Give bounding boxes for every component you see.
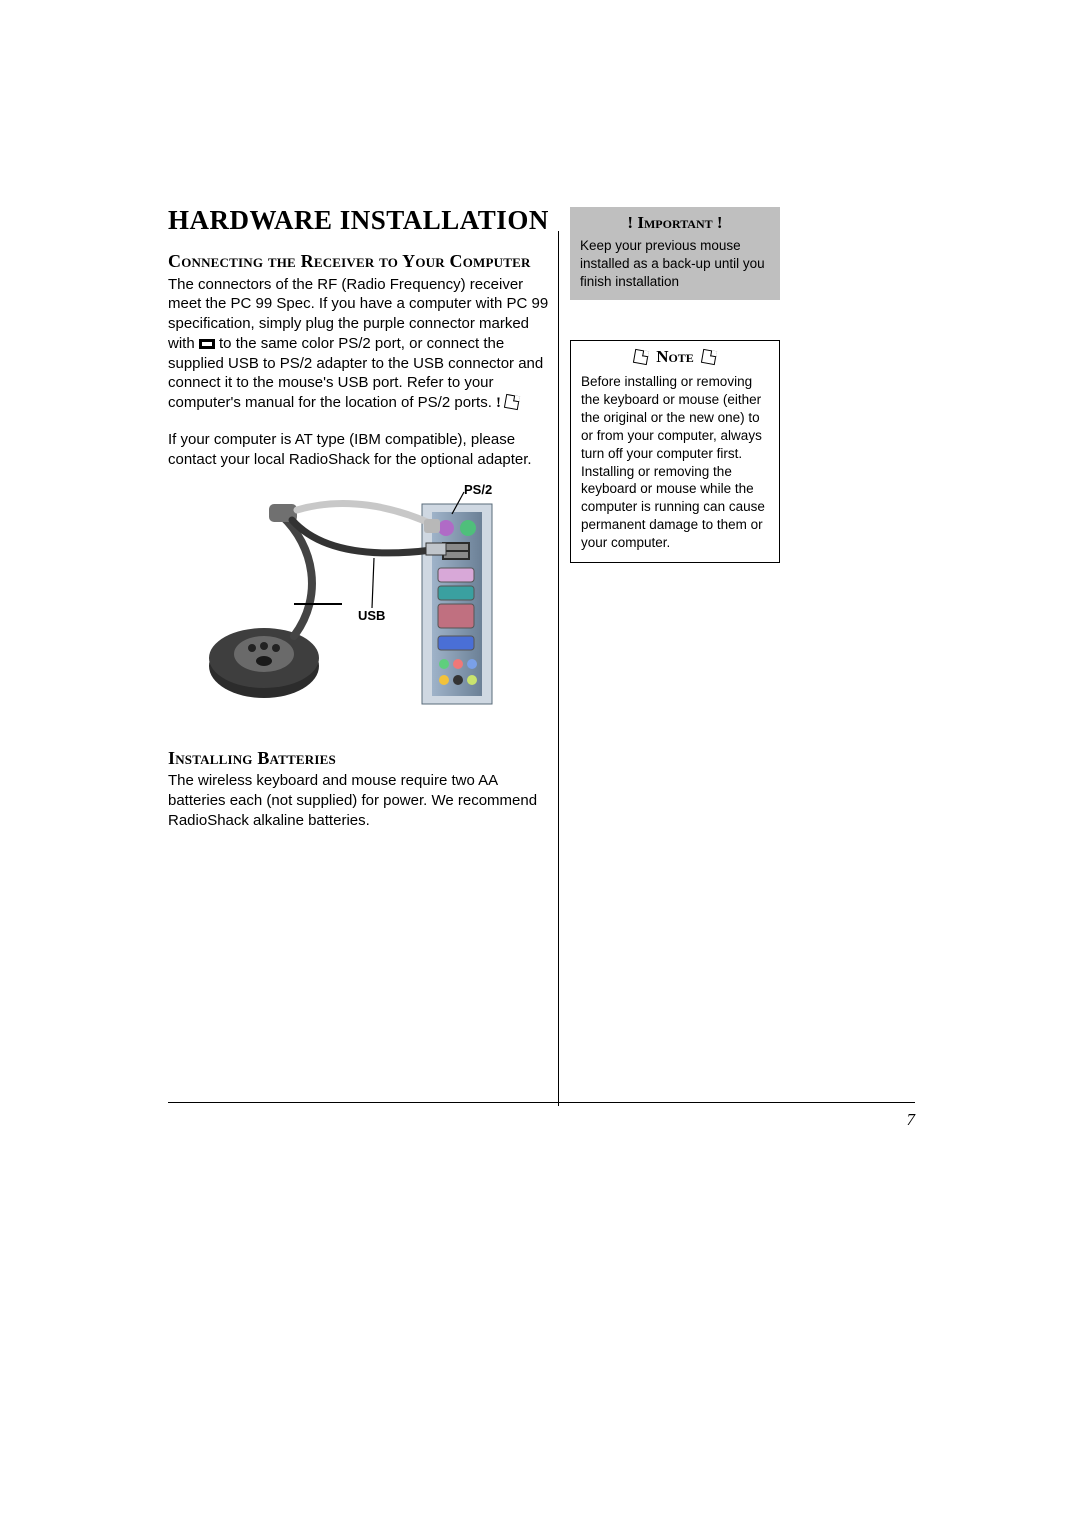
footer-rule [168,1102,915,1103]
note-glyph-icon [633,349,649,365]
note-heading-text: Note [656,347,694,366]
diagram-label-ps2: PS/2 [464,482,492,497]
page-number: 7 [907,1110,916,1130]
diagram-label-usb: USB [358,608,385,623]
exclaim-icon: ! [627,213,633,232]
exclaim-icon: ! [496,395,501,411]
note-text: Before installing or removing the keyboa… [581,373,769,551]
exclaim-icon: ! [717,213,723,232]
important-callout: ! Important ! Keep your previous mouse i… [570,207,780,300]
note-glyph-icon [701,349,717,365]
note-callout: Note Before installing or removing the k… [570,340,780,562]
p1-text-b: to the same color PS/2 port, or connect … [168,335,543,411]
page-title: HARDWARE INSTALLATION [168,205,550,236]
column-divider [558,231,559,1106]
section2-paragraph1: The wireless keyboard and mouse require … [168,771,550,830]
receiver-connection-diagram: PS/2 USB [174,486,504,711]
keyboard-glyph-icon [199,339,215,349]
diagram-svg [174,486,504,711]
side-column: ! Important ! Keep your previous mouse i… [570,205,915,847]
two-column-layout: HARDWARE INSTALLATION Connecting the Rec… [168,205,915,847]
note-heading: Note [581,347,769,367]
main-column: HARDWARE INSTALLATION Connecting the Rec… [168,205,550,847]
manual-page: HARDWARE INSTALLATION Connecting the Rec… [0,0,1080,1528]
section1-body: The connectors of the RF (Radio Frequenc… [168,275,550,470]
section2-body: The wireless keyboard and mouse require … [168,771,550,830]
important-text: Keep your previous mouse installed as a … [580,237,770,290]
section-heading-batteries: Installing Batteries [168,747,550,770]
note-glyph-icon [504,394,520,410]
section-heading-connecting: Connecting the Receiver to Your Computer [168,250,550,273]
section1-paragraph2: If your computer is AT type (IBM compati… [168,430,550,470]
important-heading-text: Important [637,213,712,232]
section1-paragraph1: The connectors of the RF (Radio Frequenc… [168,275,550,415]
important-heading: ! Important ! [580,213,770,233]
